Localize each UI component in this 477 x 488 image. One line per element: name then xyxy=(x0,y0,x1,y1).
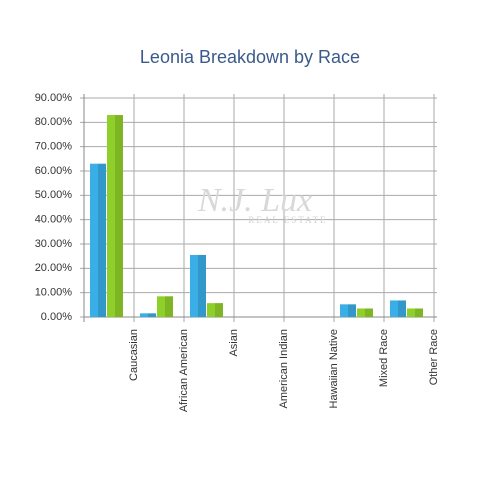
bar xyxy=(90,163,106,317)
y-tick-label: 20.00% xyxy=(35,262,73,274)
bar-shade xyxy=(215,303,223,317)
y-tick-label: 30.00% xyxy=(35,238,73,250)
y-tick-label: 80.00% xyxy=(35,116,73,128)
x-tick-label: Hawaiian Native xyxy=(328,329,340,408)
bar xyxy=(390,300,406,317)
bar xyxy=(190,254,206,317)
x-tick-label: Mixed Race xyxy=(378,329,390,387)
y-tick-label: 50.00% xyxy=(35,189,73,201)
bar xyxy=(157,296,173,317)
bar-shade xyxy=(98,163,106,317)
y-tick-label: 90.00% xyxy=(35,92,73,104)
bar xyxy=(357,308,373,317)
plot-area: 0.00% 10.00% 20.00% 30.00% 40.00% 50.00% 60.00… xyxy=(35,92,440,412)
bar xyxy=(340,304,356,317)
bar-shade xyxy=(348,304,356,317)
watermark-tagline: REAL ESTATE xyxy=(248,215,327,225)
y-tick-label: 60.00% xyxy=(35,165,73,177)
y-tick-label: 70.00% xyxy=(35,141,73,153)
x-tick-label: Other Race xyxy=(428,329,440,385)
y-tick-label: 10.00% xyxy=(35,287,73,299)
watermark: N.J. Lux xyxy=(197,182,312,219)
bar-shade xyxy=(198,254,206,317)
bar-shade xyxy=(415,308,423,317)
x-tick-label: African American xyxy=(178,329,190,412)
chart-title: Leonia Breakdown by Race xyxy=(140,47,360,67)
y-tick-label: 40.00% xyxy=(35,214,73,226)
x-tick-label: Caucasian xyxy=(128,329,140,381)
bar xyxy=(140,313,156,317)
bar-shade xyxy=(165,296,173,317)
bar xyxy=(407,308,423,317)
bar xyxy=(207,303,223,317)
y-tick-label: 0.00% xyxy=(41,311,72,323)
x-tick-label: American Indian xyxy=(278,329,290,409)
x-tick-label: Asian xyxy=(228,329,240,357)
bar-shade xyxy=(115,115,123,318)
bar xyxy=(107,115,123,318)
bar-shade xyxy=(148,313,156,317)
bar-shade xyxy=(365,308,373,317)
bar-shade xyxy=(398,300,406,317)
